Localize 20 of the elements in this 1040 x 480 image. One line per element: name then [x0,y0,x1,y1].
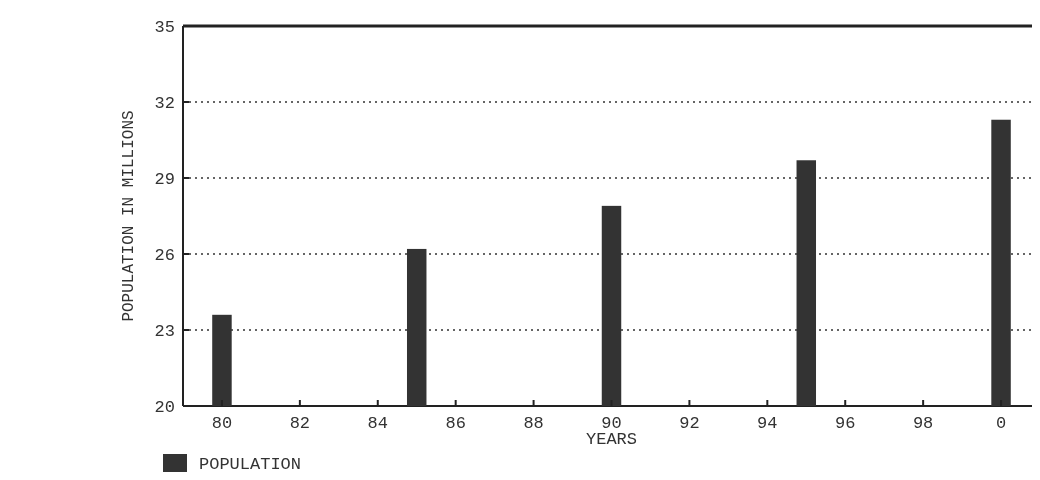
x-tick-label: 0 [995,414,1007,433]
x-tick-label: 88 [523,414,544,433]
y-tick-label: 35 [154,17,175,37]
x-tick-label: 92 [679,414,700,433]
x-tick-label: 98 [912,414,934,433]
y-tick-label: 26 [154,245,175,265]
x-axis-title: YEARS [585,430,638,449]
y-tick-label: 32 [154,93,175,113]
x-tick-label: 84 [367,414,388,433]
y-axis-title: POPULATION IN MILLIONS [120,110,138,322]
x-tick-label: 82 [289,414,311,433]
y-tick-label: 23 [154,321,175,341]
x-tick-label: 90 [601,414,622,433]
x-tick-label: 80 [211,414,233,433]
y-tick-label: 29 [154,169,175,189]
x-tick-label: 94 [757,414,778,433]
x-tick-label: 86 [445,414,466,433]
legend-label: POPULATION [199,454,302,474]
x-tick-label: 96 [835,414,856,433]
y-tick-label: 20 [154,397,175,417]
